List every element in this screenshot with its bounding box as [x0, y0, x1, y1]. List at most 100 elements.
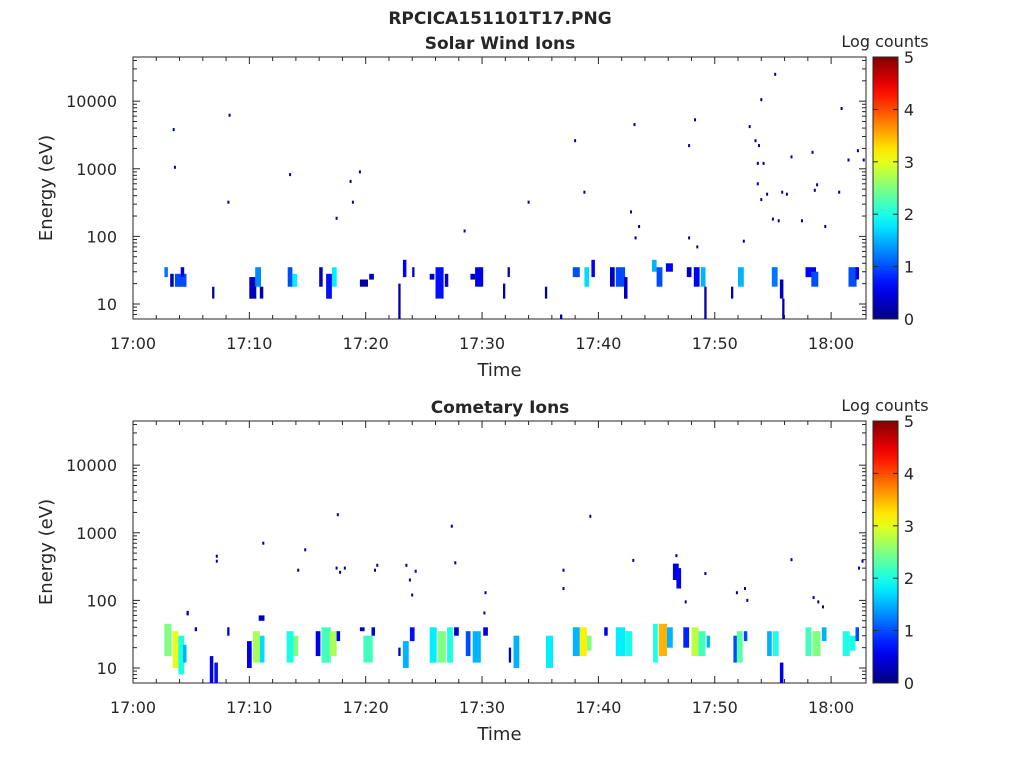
x-tick-label: 17:00 — [110, 334, 156, 353]
data-point — [754, 139, 757, 143]
burst-cell — [560, 314, 563, 319]
burst-cell — [743, 631, 748, 642]
data-point — [766, 192, 769, 196]
burst-cell — [437, 631, 446, 663]
burst-cell — [209, 656, 214, 683]
burst-cell — [771, 267, 778, 287]
data-point — [781, 190, 784, 194]
data-point — [688, 236, 691, 240]
data-point — [748, 125, 751, 129]
burst-cell — [805, 267, 816, 278]
data-point — [688, 144, 691, 148]
burst-cell — [170, 273, 174, 287]
burst-cell — [686, 267, 692, 278]
colorbar-tick-label: 3 — [904, 153, 914, 172]
data-point — [374, 568, 376, 572]
burst-cell — [255, 267, 261, 287]
x-tick-label: 17:00 — [110, 698, 156, 717]
burst-cell — [186, 610, 189, 616]
burst-cell — [591, 259, 595, 278]
data-point — [483, 611, 486, 615]
y-tick-label: 10 — [97, 659, 117, 678]
burst-cell — [212, 286, 215, 299]
burst-cell — [658, 623, 667, 657]
burst-cell — [683, 627, 690, 648]
burst-cell — [624, 277, 628, 299]
y-tick-label: 1000 — [76, 160, 117, 179]
burst-cell — [371, 627, 375, 636]
x-tick-label: 18:00 — [808, 698, 854, 717]
data-point — [632, 558, 635, 562]
colorbar-tick-label: 2 — [904, 569, 914, 588]
burst-cell — [363, 635, 373, 663]
data-point — [790, 155, 793, 159]
colorbar-tick-label: 2 — [904, 205, 914, 224]
burst-cell — [693, 267, 700, 287]
data-point — [411, 593, 414, 597]
data-point — [227, 200, 230, 204]
x-tick-label: 17:30 — [459, 334, 505, 353]
data-point — [704, 572, 707, 575]
data-point — [349, 179, 352, 183]
burst-cell — [821, 627, 827, 642]
burst-cell — [398, 647, 401, 656]
data-point — [339, 570, 342, 574]
data-point — [405, 563, 408, 567]
y-axis-label: Energy (eV) — [36, 135, 57, 241]
burst-cell — [483, 627, 488, 636]
data-point — [630, 210, 632, 214]
data-point — [760, 198, 763, 202]
data-point — [862, 158, 865, 162]
data-layer — [164, 72, 865, 319]
burst-cell — [336, 631, 341, 642]
colorbar-tick-label: 1 — [904, 258, 914, 277]
burst-cell — [706, 635, 711, 648]
data-point — [335, 216, 338, 220]
data-point — [785, 192, 788, 196]
plot-frame — [132, 420, 867, 684]
y-tick-label: 10000 — [66, 92, 117, 111]
burst-cell — [508, 647, 512, 663]
data-point — [756, 161, 759, 165]
burst-cell — [672, 563, 679, 580]
burst-cell — [767, 631, 772, 657]
burst-cell — [319, 267, 323, 287]
burst-cell — [164, 267, 168, 278]
data-point — [228, 113, 231, 117]
data-point — [838, 190, 841, 194]
x-tick-label: 17:20 — [343, 334, 389, 353]
burst-cell — [507, 267, 510, 278]
burst-cell — [842, 631, 850, 657]
burst-cell — [247, 641, 252, 668]
burst-cell — [470, 273, 476, 280]
burst-cell — [227, 627, 230, 636]
x-axis-label: Time — [476, 724, 521, 745]
data-point — [633, 123, 636, 127]
data-point — [589, 514, 592, 518]
burst-cell — [293, 635, 299, 657]
data-point — [840, 107, 843, 110]
burst-cell — [359, 279, 368, 287]
data-point — [762, 161, 765, 165]
burst-cell — [604, 627, 608, 636]
burst-cell — [454, 627, 459, 636]
data-point — [414, 569, 417, 573]
burst-cell — [429, 273, 435, 280]
burst-cell — [292, 273, 298, 287]
colorbar-label: Log counts — [841, 396, 928, 415]
data-point — [562, 568, 565, 572]
data-point — [289, 173, 292, 177]
burst-cell — [409, 627, 415, 642]
burst-cell — [584, 267, 590, 287]
colorbar-tick-label: 4 — [904, 464, 914, 483]
burst-cell — [812, 631, 821, 657]
burst-cell — [435, 267, 444, 299]
data-point — [215, 554, 218, 558]
data-point — [527, 200, 530, 204]
y-tick-label: 100 — [86, 591, 117, 610]
data-point — [790, 558, 793, 562]
burst-cell — [315, 631, 321, 657]
burst-cell — [805, 627, 812, 657]
burst-cell — [849, 635, 856, 651]
